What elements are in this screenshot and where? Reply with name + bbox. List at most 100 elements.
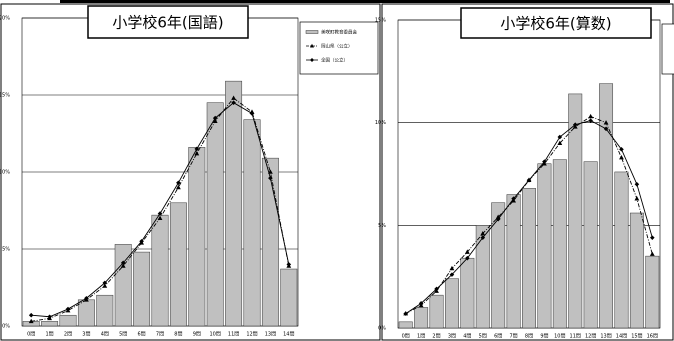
bar — [225, 80, 243, 327]
x-tick-label: 0問 — [402, 334, 410, 340]
x-tick-label: 4問 — [101, 332, 109, 338]
y-tick-label: 0% — [2, 324, 10, 330]
diamond-marker — [65, 306, 71, 312]
diamond-marker — [157, 211, 163, 216]
diamond-marker — [212, 115, 218, 121]
diamond-marker — [102, 280, 108, 286]
triangle-marker — [231, 95, 236, 100]
triangle-marker — [28, 318, 34, 324]
diamond-marker — [588, 118, 593, 123]
legend-label: 岡山県（公立） — [321, 43, 353, 50]
y-tick-label: 20% — [0, 16, 10, 22]
x-tick-label: 16問 — [647, 334, 658, 340]
bar — [614, 171, 629, 329]
y-tick-label: 5% — [2, 247, 10, 253]
x-tick-label: 2問 — [432, 334, 440, 340]
diamond-marker — [194, 146, 200, 152]
bar — [96, 294, 114, 327]
x-tick-label: 9問 — [193, 332, 201, 338]
bar — [414, 307, 429, 329]
diamond-marker — [511, 196, 516, 201]
x-tick-label: 7問 — [156, 332, 164, 338]
triangle-marker — [120, 263, 126, 268]
diamond-marker — [434, 286, 439, 292]
x-tick-label: 0問 — [27, 332, 35, 338]
x-tick-label: 12問 — [246, 332, 257, 338]
triangle-marker — [649, 251, 655, 256]
y-tick-label: 10% — [375, 120, 386, 126]
x-tick-label: 3問 — [448, 334, 456, 340]
triangle-marker — [464, 249, 470, 254]
diamond-marker — [572, 122, 578, 128]
bar — [41, 321, 59, 327]
x-tick-label: 5問 — [119, 332, 127, 338]
legend-box-cut — [661, 23, 674, 75]
x-tick-label: 5問 — [479, 334, 487, 340]
bar — [460, 257, 475, 329]
triangle-marker — [603, 120, 609, 125]
diamond-marker — [84, 295, 89, 301]
diamond-marker — [449, 272, 455, 277]
x-tick-label: 1問 — [46, 332, 54, 338]
x-tick-label: 13問 — [265, 332, 276, 338]
diamond-marker — [619, 147, 624, 152]
x-tick-label: 8問 — [174, 332, 182, 338]
bar — [552, 159, 567, 329]
y-tick-label: 15% — [0, 93, 10, 99]
bar — [114, 244, 132, 327]
bar — [537, 163, 552, 329]
bar — [59, 314, 77, 327]
diamond-marker — [649, 235, 655, 240]
bar — [206, 102, 224, 327]
bar — [261, 157, 279, 327]
bar — [133, 251, 151, 327]
triangle-marker — [480, 230, 486, 236]
triangle-marker — [102, 283, 108, 288]
bar — [599, 83, 614, 329]
diamond-marker — [231, 100, 236, 105]
diamond-marker — [403, 311, 409, 316]
x-tick-label: 2問 — [64, 332, 72, 338]
bar — [629, 212, 644, 329]
triangle-marker — [557, 140, 563, 145]
y-tick-label: 10% — [0, 170, 10, 176]
y-tick-label: 0% — [378, 326, 386, 332]
legend-label: 全国（公立） — [321, 57, 348, 64]
x-tick-label: 8問 — [525, 334, 533, 340]
x-tick-label: 14問 — [283, 332, 294, 338]
title-box — [87, 5, 249, 39]
x-tick-label: 15問 — [631, 334, 642, 340]
right-frame — [381, 3, 674, 341]
x-tick-label: 6問 — [494, 334, 502, 340]
triangle-marker — [157, 215, 163, 220]
diamond-marker — [268, 175, 273, 181]
triangle-marker — [176, 184, 181, 190]
legend-swatch — [305, 30, 319, 34]
diamond-marker — [603, 126, 609, 132]
x-tick-label: 10問 — [210, 332, 221, 338]
title-box — [460, 7, 652, 39]
bar — [398, 321, 413, 329]
x-tick-label: 6問 — [138, 332, 146, 338]
diamond-marker — [465, 255, 470, 261]
legend-label: 美咲町教育委員会 — [321, 29, 357, 36]
triangle-marker — [194, 150, 200, 156]
bar — [568, 93, 583, 329]
legend-marker — [310, 43, 314, 48]
top-strip — [60, 0, 670, 3]
diamond-marker — [176, 180, 181, 186]
left-frame — [0, 3, 381, 341]
diamond-marker — [634, 181, 640, 187]
x-tick-label: 7問 — [509, 334, 517, 340]
bar — [522, 188, 536, 329]
triangle-marker — [634, 196, 640, 201]
x-tick-label: 3問 — [82, 332, 90, 338]
bar — [188, 147, 206, 327]
diamond-marker — [418, 301, 424, 306]
diamond-marker — [47, 314, 52, 320]
triangle-marker — [212, 118, 218, 123]
diamond-marker — [557, 134, 563, 140]
y-tick-label: 5% — [378, 223, 386, 229]
diamond-marker — [249, 111, 255, 116]
